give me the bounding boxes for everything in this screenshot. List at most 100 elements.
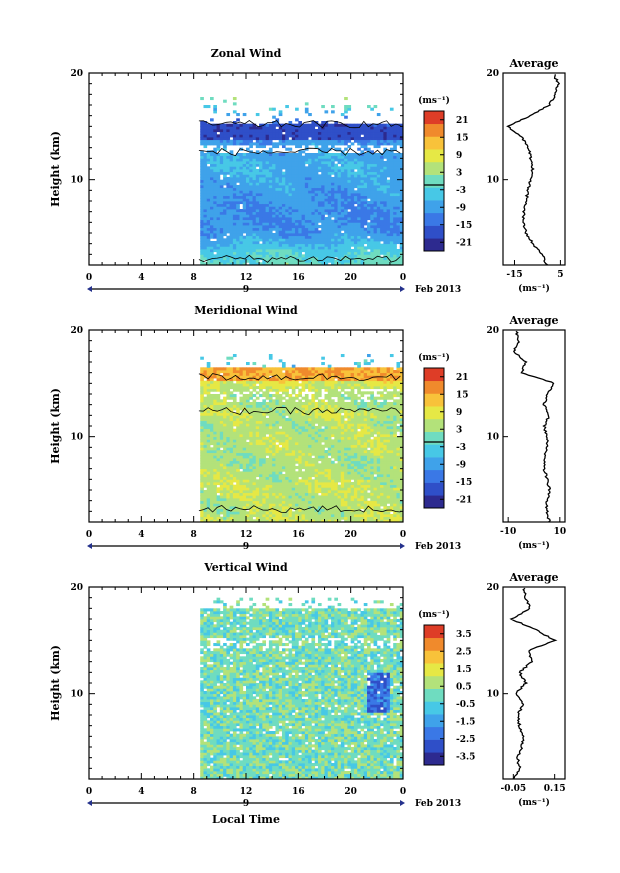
heatmap-cell bbox=[278, 436, 283, 440]
heatmap-cell bbox=[265, 161, 270, 165]
heatmap-cell bbox=[275, 185, 280, 189]
heatmap-cell bbox=[291, 450, 296, 454]
heatmap-cell bbox=[249, 214, 253, 218]
heatmap-cell bbox=[268, 383, 273, 387]
heatmap-cell bbox=[386, 126, 391, 130]
heatmap-cell bbox=[206, 364, 211, 368]
heatmap-cell bbox=[337, 139, 342, 143]
heatmap-cell bbox=[291, 372, 296, 376]
heatmap-cell bbox=[383, 131, 388, 135]
heatmap-cell bbox=[216, 161, 221, 165]
heatmap-cell bbox=[213, 134, 217, 138]
heatmap-cell bbox=[340, 155, 345, 159]
heatmap-cell bbox=[295, 161, 299, 165]
heatmap-cell bbox=[295, 506, 299, 510]
heatmap-cell bbox=[275, 460, 280, 464]
heatmap-cell bbox=[226, 471, 231, 475]
heatmap-cell bbox=[268, 356, 273, 360]
heatmap-cell bbox=[324, 233, 329, 237]
heatmap-cell bbox=[223, 155, 227, 159]
heatmap-cell bbox=[389, 241, 394, 245]
heatmap-cell bbox=[232, 174, 237, 178]
heatmap-cell bbox=[331, 110, 335, 114]
heatmap-cell bbox=[295, 129, 299, 133]
heatmap-cell bbox=[265, 142, 270, 146]
heatmap-cell bbox=[393, 139, 397, 143]
heatmap-cell bbox=[389, 166, 394, 170]
heatmap-cell bbox=[353, 163, 358, 167]
heatmap-cell bbox=[268, 492, 273, 496]
heatmap-cell bbox=[265, 185, 270, 189]
heatmap-cell bbox=[288, 246, 293, 250]
heatmap-cell bbox=[249, 257, 253, 261]
heatmap-cell bbox=[255, 145, 260, 149]
heatmap-cell bbox=[389, 233, 394, 237]
heatmap-cell bbox=[324, 126, 329, 130]
heatmap-cell bbox=[281, 225, 286, 229]
heatmap-cell bbox=[389, 171, 394, 175]
heatmap-cell bbox=[213, 246, 217, 250]
heatmap-cell bbox=[236, 233, 240, 237]
heatmap-cell bbox=[229, 367, 234, 371]
heatmap-cell bbox=[389, 209, 394, 213]
heatmap-cell bbox=[268, 246, 273, 250]
heatmap-cell bbox=[203, 516, 208, 520]
heatmap-cell bbox=[255, 209, 260, 213]
heatmap-cell bbox=[210, 490, 214, 494]
heatmap-cell bbox=[249, 452, 253, 456]
heatmap-cell bbox=[380, 203, 384, 207]
heatmap-cell bbox=[324, 257, 329, 261]
heatmap-cell bbox=[219, 262, 224, 266]
heatmap-cell bbox=[275, 463, 280, 467]
heatmap-cell bbox=[259, 463, 263, 467]
heatmap-cell bbox=[327, 227, 332, 231]
heatmap-cell bbox=[246, 163, 250, 167]
heatmap-cell bbox=[337, 155, 342, 159]
heatmap-cell bbox=[301, 203, 306, 207]
heatmap-cell bbox=[210, 166, 214, 170]
heatmap-cell bbox=[327, 126, 332, 130]
heatmap-cell bbox=[200, 129, 204, 133]
heatmap-cell bbox=[367, 225, 371, 229]
heatmap-cell bbox=[268, 460, 273, 464]
heatmap-cell bbox=[200, 410, 204, 414]
heatmap-cell bbox=[344, 254, 348, 258]
heatmap-cell bbox=[389, 206, 394, 210]
heatmap-cell bbox=[314, 251, 319, 255]
heatmap-cell bbox=[249, 370, 253, 374]
heatmap-cell bbox=[321, 243, 325, 247]
heatmap-cell bbox=[317, 251, 322, 255]
heatmap-cell bbox=[206, 498, 211, 502]
heatmap-cell bbox=[216, 139, 221, 143]
heatmap-cell bbox=[252, 442, 257, 446]
heatmap-cell bbox=[252, 123, 257, 127]
heatmap-cell bbox=[268, 450, 273, 454]
heatmap-cell bbox=[252, 383, 257, 387]
heatmap-cell bbox=[200, 503, 204, 507]
heatmap-cell bbox=[298, 508, 302, 512]
heatmap-cell bbox=[242, 262, 247, 266]
heatmap-cell bbox=[317, 187, 322, 191]
heatmap-cell bbox=[262, 364, 267, 368]
heatmap-cell bbox=[236, 444, 240, 448]
heatmap-cell bbox=[317, 158, 322, 162]
heatmap-cell bbox=[278, 171, 283, 175]
heatmap-cell bbox=[298, 217, 302, 221]
heatmap-cell bbox=[223, 404, 227, 408]
heatmap-cell bbox=[262, 447, 267, 451]
contour-line bbox=[198, 119, 401, 129]
heatmap-cell bbox=[298, 198, 302, 202]
heatmap-cell bbox=[278, 209, 283, 213]
heatmap-cell bbox=[278, 193, 283, 197]
heatmap-cell bbox=[308, 169, 312, 173]
heatmap-cell bbox=[275, 370, 280, 374]
heatmap-cell bbox=[285, 137, 289, 141]
heatmap-cell bbox=[288, 166, 293, 170]
heatmap-cell bbox=[200, 447, 204, 451]
heatmap-cell bbox=[275, 251, 280, 255]
heatmap-cell bbox=[200, 442, 204, 446]
heatmap-cell bbox=[232, 97, 237, 101]
heatmap-cell bbox=[386, 131, 391, 135]
heatmap-cell bbox=[304, 219, 309, 223]
heatmap-cell bbox=[376, 182, 381, 186]
